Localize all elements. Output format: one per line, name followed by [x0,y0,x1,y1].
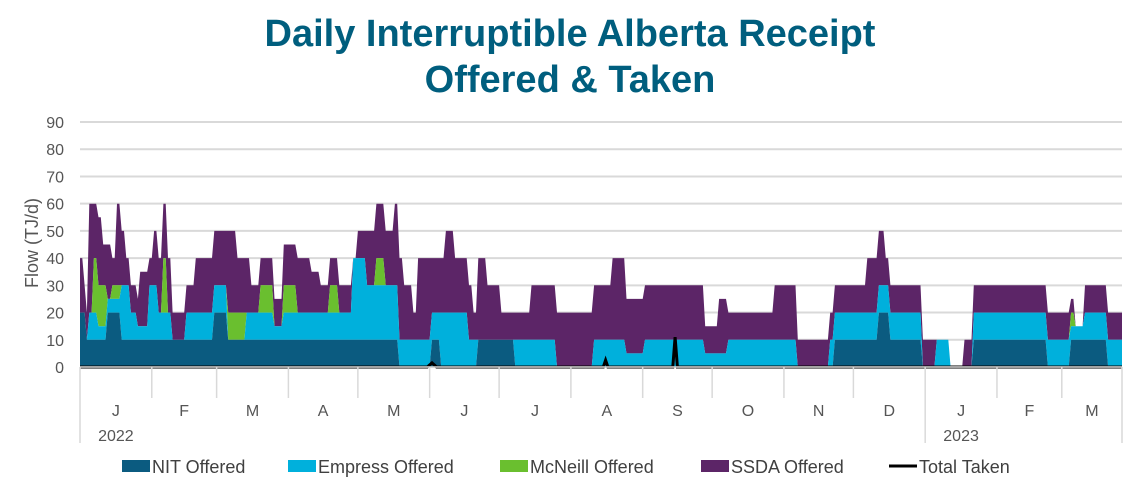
legend-swatch-empress-offered [288,460,316,472]
y-tick-label: 0 [55,360,64,377]
area-ssda-offered [80,203,1122,367]
area-empress-offered [80,258,1122,367]
y-tick-label: 50 [46,224,64,241]
legend-label-ssda-offered: SSDA Offered [731,457,844,477]
x-month-label: M [1085,403,1098,420]
y-tick-label: 30 [46,278,64,295]
x-month-label: A [318,403,329,420]
legend-label-empress-offered: Empress Offered [318,457,454,477]
x-year-label: 2022 [98,428,134,445]
x-month-label: M [246,403,259,420]
x-year-label: 2023 [943,428,979,445]
y-tick-label: 90 [46,115,64,132]
y-tick-label: 60 [46,197,64,214]
stacked-area-series [80,203,1122,367]
x-month-label: O [742,403,754,420]
legend-label-nit-offered: NIT Offered [152,457,245,477]
total-taken-series [80,336,1122,369]
chart-title-line-2: Offered & Taken [424,59,716,101]
x-month-label: S [672,403,683,420]
y-tick-label: 80 [46,142,64,159]
x-month-label: N [813,403,825,420]
chart-title-line-1: Daily Interruptible Alberta Receipt [264,13,876,55]
x-month-label: F [1024,403,1034,420]
y-axis-title: Flow (TJ/d) [22,198,42,288]
x-month-label: J [531,403,539,420]
x-month-label: J [460,403,468,420]
legend-label-mcneill-offered: McNeill Offered [530,457,654,477]
legend-swatch-ssda-offered [701,460,729,472]
area-nit-offered [80,312,1122,367]
x-month-label: J [957,403,965,420]
x-month-label: J [112,403,120,420]
y-tick-label: 40 [46,251,64,268]
line-total-taken [80,336,1122,369]
legend-swatch-mcneill-offered [500,460,528,472]
legend-label-total-taken: Total Taken [919,457,1010,477]
legend: NIT Offered Empress Offered McNeill Offere… [122,457,1010,477]
x-month-label: M [387,403,400,420]
y-axis-ticks: 0 10 20 30 40 50 60 70 80 90 [46,115,64,377]
y-tick-label: 10 [46,333,64,350]
x-month-label: D [884,403,896,420]
legend-swatch-nit-offered [122,460,150,472]
y-tick-label: 20 [46,306,64,323]
area-mcneill-offered [80,258,1122,367]
y-tick-label: 70 [46,169,64,186]
x-month-label: F [179,403,189,420]
x-month-label: A [601,403,612,420]
x-axis: J F M A M J J A S O N D J F M 2022 2023 [79,366,1123,445]
